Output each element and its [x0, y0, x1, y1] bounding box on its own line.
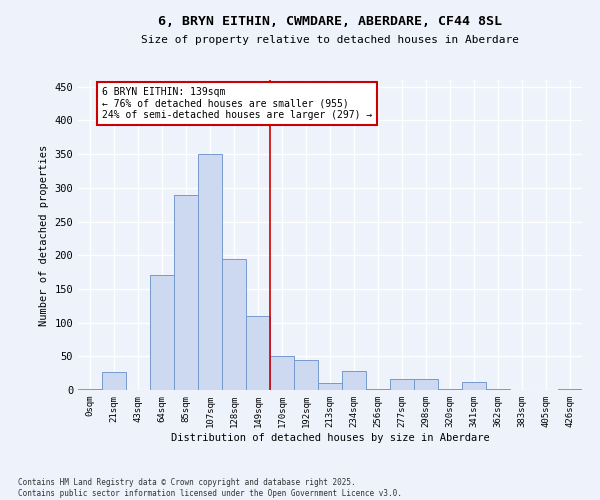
Bar: [270, 356, 294, 390]
Bar: [174, 194, 198, 390]
Bar: [462, 382, 486, 390]
Bar: [102, 372, 126, 390]
Bar: [486, 388, 510, 390]
Bar: [342, 371, 366, 390]
Bar: [366, 388, 390, 390]
Bar: [558, 388, 582, 390]
Text: 6 BRYN EITHIN: 139sqm
← 76% of detached houses are smaller (955)
24% of semi-det: 6 BRYN EITHIN: 139sqm ← 76% of detached …: [102, 86, 372, 120]
Bar: [318, 384, 342, 390]
Bar: [294, 360, 318, 390]
Bar: [78, 388, 102, 390]
Bar: [438, 388, 462, 390]
Text: 6, BRYN EITHIN, CWMDARE, ABERDARE, CF44 8SL: 6, BRYN EITHIN, CWMDARE, ABERDARE, CF44 …: [158, 15, 502, 28]
Bar: [246, 316, 270, 390]
Y-axis label: Number of detached properties: Number of detached properties: [39, 144, 49, 326]
Bar: [390, 378, 414, 390]
Bar: [150, 276, 174, 390]
Bar: [414, 378, 438, 390]
X-axis label: Distribution of detached houses by size in Aberdare: Distribution of detached houses by size …: [170, 432, 490, 442]
Text: Contains HM Land Registry data © Crown copyright and database right 2025.
Contai: Contains HM Land Registry data © Crown c…: [18, 478, 402, 498]
Text: Size of property relative to detached houses in Aberdare: Size of property relative to detached ho…: [141, 35, 519, 45]
Bar: [222, 258, 246, 390]
Bar: [198, 154, 222, 390]
